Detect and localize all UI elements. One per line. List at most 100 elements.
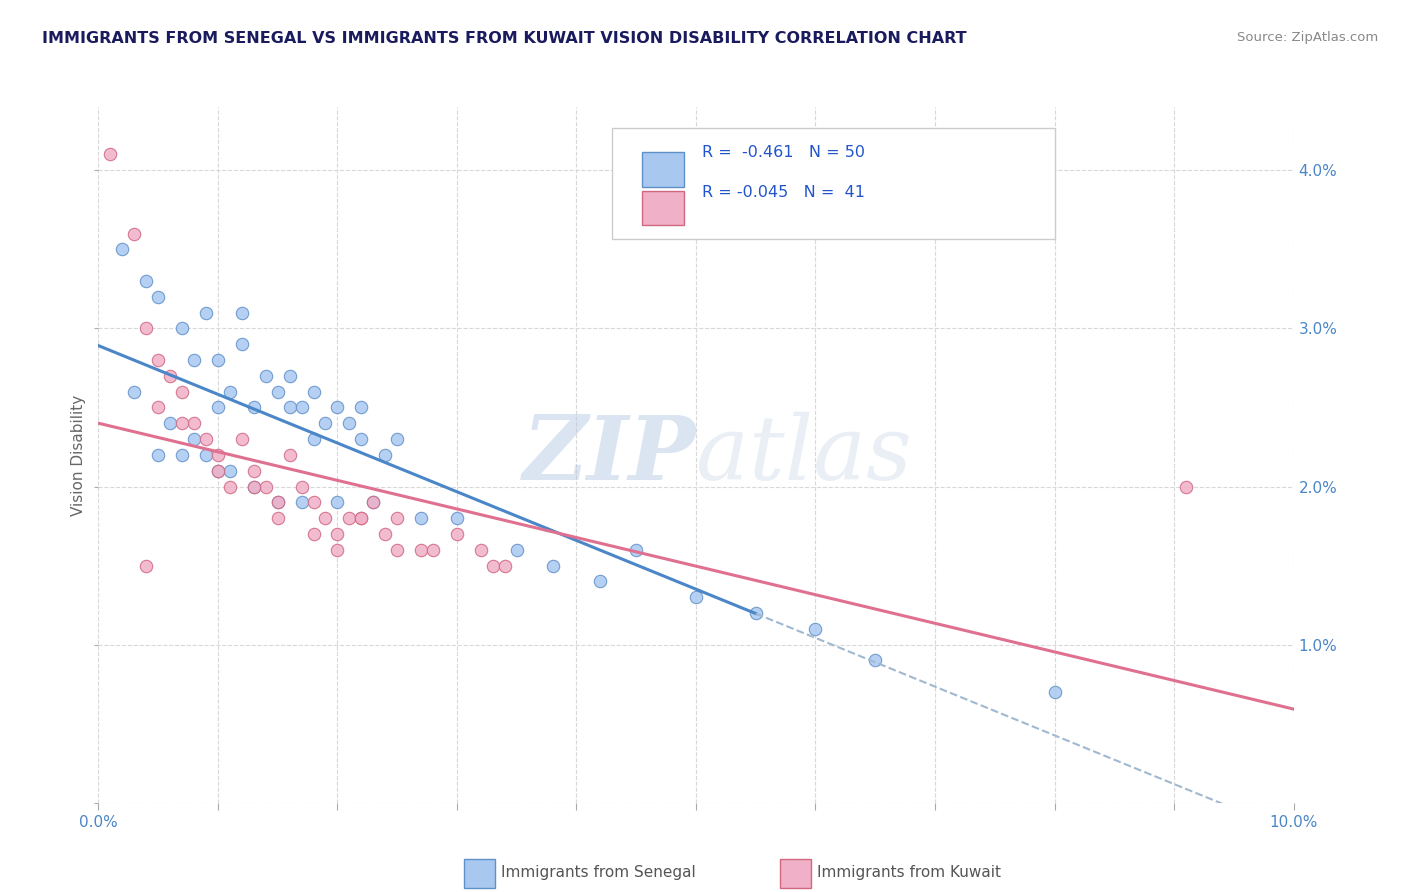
Point (541, 558, 564, 573)
Point (865, 653, 887, 667)
Text: Source: ZipAtlas.com: Source: ZipAtlas.com (1237, 31, 1378, 45)
Point (374, 448, 396, 462)
Text: IMMIGRANTS FROM SENEGAL VS IMMIGRANTS FROM KUWAIT VISION DISABILITY CORRELATION : IMMIGRANTS FROM SENEGAL VS IMMIGRANTS FR… (42, 31, 967, 46)
Point (135, 274, 157, 288)
Point (685, 591, 707, 605)
Point (195, 448, 218, 462)
Point (291, 401, 314, 415)
Point (350, 432, 373, 446)
Point (302, 527, 325, 541)
Point (350, 401, 373, 415)
Point (804, 622, 827, 636)
Point (470, 542, 492, 557)
Point (1175, 479, 1198, 493)
Text: Immigrants from Senegal: Immigrants from Senegal (501, 865, 696, 880)
Point (195, 305, 218, 319)
Point (219, 384, 242, 399)
Point (124, 384, 146, 399)
Point (1043, 685, 1066, 699)
Point (315, 511, 337, 525)
Point (195, 432, 218, 446)
FancyBboxPatch shape (643, 191, 685, 226)
Point (411, 542, 433, 557)
Point (183, 432, 205, 446)
Point (363, 495, 385, 509)
Point (254, 479, 277, 493)
Point (148, 290, 170, 304)
Point (267, 511, 290, 525)
Point (745, 606, 768, 620)
Point (411, 511, 433, 525)
Point (207, 353, 229, 368)
Point (243, 479, 266, 493)
Point (494, 558, 516, 573)
Text: ZIP: ZIP (523, 412, 696, 498)
Point (363, 495, 385, 509)
Point (385, 542, 409, 557)
Point (278, 368, 301, 383)
Point (589, 574, 612, 589)
Point (159, 417, 181, 431)
Point (506, 542, 529, 557)
Point (207, 464, 229, 478)
Point (111, 243, 134, 257)
FancyBboxPatch shape (643, 153, 685, 187)
Point (219, 479, 242, 493)
Point (243, 401, 266, 415)
Point (339, 417, 360, 431)
Point (278, 448, 301, 462)
Point (172, 384, 194, 399)
Point (326, 495, 349, 509)
Point (207, 464, 229, 478)
Point (291, 495, 314, 509)
Point (183, 417, 205, 431)
Point (326, 401, 349, 415)
Point (446, 527, 468, 541)
Point (326, 527, 349, 541)
Point (315, 417, 337, 431)
Point (278, 401, 301, 415)
Point (302, 432, 325, 446)
Point (231, 305, 253, 319)
Text: R =  -0.461   N = 50: R = -0.461 N = 50 (702, 145, 865, 161)
Point (207, 401, 229, 415)
Point (243, 479, 266, 493)
Point (385, 432, 409, 446)
Point (422, 542, 444, 557)
Y-axis label: Vision Disability: Vision Disability (70, 394, 86, 516)
Point (254, 368, 277, 383)
Text: Immigrants from Kuwait: Immigrants from Kuwait (817, 865, 1001, 880)
Point (148, 448, 170, 462)
Point (172, 321, 194, 335)
Point (172, 448, 194, 462)
Point (219, 464, 242, 478)
Point (207, 448, 229, 462)
Point (350, 511, 373, 525)
Point (385, 511, 409, 525)
Point (267, 495, 290, 509)
Point (374, 527, 396, 541)
Point (626, 542, 648, 557)
Point (172, 417, 194, 431)
Point (135, 321, 157, 335)
Point (183, 353, 205, 368)
Text: atlas: atlas (696, 411, 911, 499)
Point (302, 495, 325, 509)
Point (302, 384, 325, 399)
Point (446, 511, 468, 525)
Point (159, 368, 181, 383)
Point (231, 337, 253, 351)
Point (148, 401, 170, 415)
Point (481, 558, 505, 573)
Point (124, 227, 146, 241)
Point (339, 511, 360, 525)
Point (326, 542, 349, 557)
Point (100, 147, 122, 161)
Point (267, 495, 290, 509)
Point (267, 384, 290, 399)
Point (135, 558, 157, 573)
Point (148, 353, 170, 368)
Point (291, 479, 314, 493)
FancyBboxPatch shape (613, 128, 1054, 239)
Point (231, 432, 253, 446)
